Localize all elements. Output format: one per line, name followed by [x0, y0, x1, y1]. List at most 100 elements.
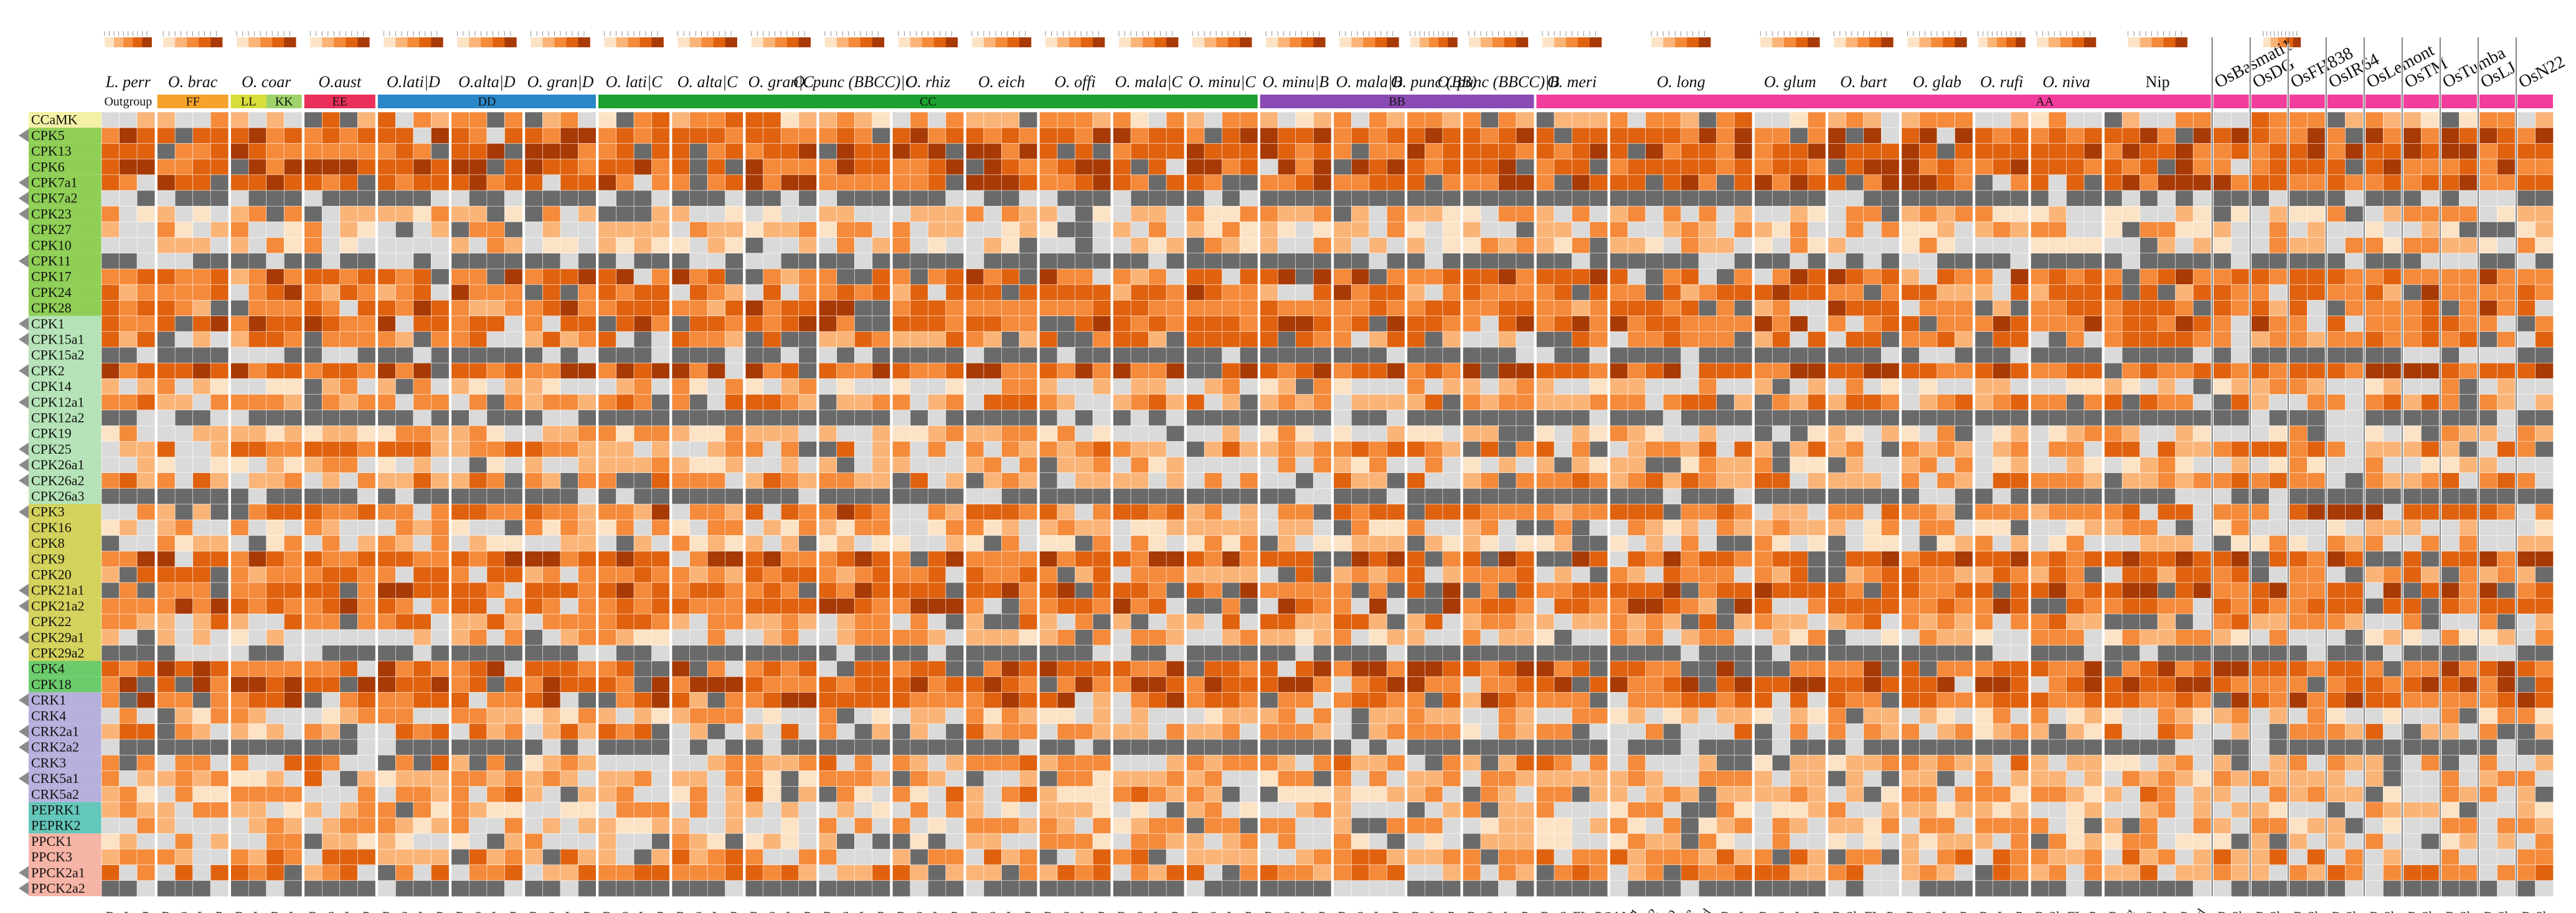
heatmap-cell [1351, 174, 1370, 191]
heatmap-cell [745, 503, 764, 521]
heatmap-cell [1937, 300, 1956, 317]
heatmap-cell [1260, 347, 1279, 364]
heatmap-cell [2230, 425, 2250, 442]
heatmap-cell [1057, 111, 1076, 129]
heatmap-cell [230, 205, 250, 223]
heatmap-cell [1572, 378, 1590, 395]
heatmap-cell [928, 143, 946, 160]
heatmap-cell [1572, 174, 1590, 191]
heatmap-cell [598, 394, 617, 411]
heatmap-cell [486, 566, 506, 583]
heatmap-cell [671, 535, 691, 552]
heatmap-cell [910, 519, 929, 536]
heatmap-cell [2383, 347, 2402, 364]
heatmap-cell [2066, 331, 2085, 348]
heatmap-cell [1536, 347, 1555, 364]
heatmap-cell [671, 410, 691, 426]
heatmap-cell [542, 190, 561, 207]
heatmap-cell [2066, 268, 2085, 286]
heatmap-cell [192, 331, 212, 348]
heatmap-cell [469, 174, 488, 191]
heatmap-cell [542, 441, 561, 458]
heatmap-cell [983, 472, 1003, 489]
heatmap-cell [798, 331, 818, 348]
heatmap-cell [542, 268, 561, 286]
heatmap-cell [1260, 300, 1279, 317]
heatmap-cell [1845, 551, 1864, 568]
heatmap-cell [304, 457, 323, 474]
heatmap-cell [1186, 159, 1205, 176]
heatmap-cell [1993, 347, 2011, 364]
heatmap-cell [780, 268, 800, 286]
heatmap-cell [1663, 566, 1682, 583]
heatmap-cell [2251, 159, 2270, 176]
heatmap-cell [1772, 425, 1791, 442]
heatmap-cell [560, 519, 579, 536]
heatmap-cell [2157, 457, 2176, 474]
heatmap-cell [2157, 362, 2176, 380]
heatmap-cell [1001, 457, 1020, 474]
heatmap-cell [945, 582, 965, 599]
heatmap-cell [1698, 441, 1717, 458]
heatmap-cell [1828, 472, 1847, 489]
colorbar-segment [971, 37, 978, 47]
heatmap-cell [2031, 362, 2049, 380]
heatmap-cell [2268, 551, 2288, 568]
heatmap-cell [1295, 488, 1314, 505]
heatmap-cell [2213, 300, 2232, 317]
heatmap-cell [1627, 378, 1646, 395]
heatmap-cell [1186, 174, 1205, 191]
heatmap-cell [1351, 457, 1370, 474]
heatmap-cell [2010, 284, 2029, 301]
heatmap-cell [854, 535, 873, 552]
heatmap-cell [1993, 503, 2011, 521]
heatmap-cell [798, 237, 818, 254]
heatmap-cell [2517, 268, 2536, 286]
heatmap-cell [1881, 519, 1900, 536]
heatmap-cell [2403, 410, 2422, 426]
heatmap-cell [745, 582, 764, 599]
heatmap-cell [2459, 519, 2478, 536]
heatmap-cell [983, 441, 1003, 458]
heatmap-cell [1993, 316, 2011, 332]
heatmap-cell [1536, 362, 1555, 380]
heatmap-cell [1554, 237, 1573, 254]
heatmap-cell [2403, 566, 2422, 583]
heatmap-cell [1369, 519, 1388, 536]
heatmap-cell [157, 362, 176, 380]
heatmap-cell [2251, 222, 2270, 238]
heatmap-cell [469, 582, 488, 599]
heatmap-cell [1001, 347, 1020, 364]
colorbar-segment [1510, 37, 1517, 47]
heatmap-cell [2327, 284, 2346, 301]
heatmap-cell [2213, 566, 2232, 583]
heatmap-cell [2365, 190, 2384, 207]
heatmap-cell [1239, 425, 1258, 442]
species-label: O. niva [2042, 73, 2090, 91]
heatmap-cell [892, 378, 911, 395]
heatmap-cell [2140, 378, 2159, 395]
heatmap-cell [248, 425, 267, 442]
heatmap-cell [892, 143, 911, 160]
heatmap-cell [689, 394, 709, 411]
heatmap-cell [836, 503, 856, 521]
heatmap-cell [1663, 488, 1682, 505]
colorbar-segment [357, 37, 364, 47]
heatmap-cell [1075, 253, 1093, 269]
heatmap-cell [230, 190, 250, 207]
heatmap-cell [633, 300, 653, 317]
heatmap-cell [542, 347, 561, 364]
heatmap-cell [1993, 597, 2011, 615]
heatmap-cell [1974, 519, 1994, 536]
heatmap-cell [1881, 378, 1900, 395]
heatmap-cell [1130, 503, 1149, 521]
row-group-band [29, 849, 101, 865]
heatmap-cell [395, 284, 414, 301]
heatmap-cell [928, 347, 946, 364]
heatmap-cell [1239, 174, 1258, 191]
heatmap-cell [1589, 174, 1608, 191]
heatmap-cell [1955, 143, 1973, 160]
colorbar-segment [707, 37, 714, 47]
heatmap-cell [1901, 143, 1920, 160]
heatmap-cell [1277, 253, 1296, 269]
